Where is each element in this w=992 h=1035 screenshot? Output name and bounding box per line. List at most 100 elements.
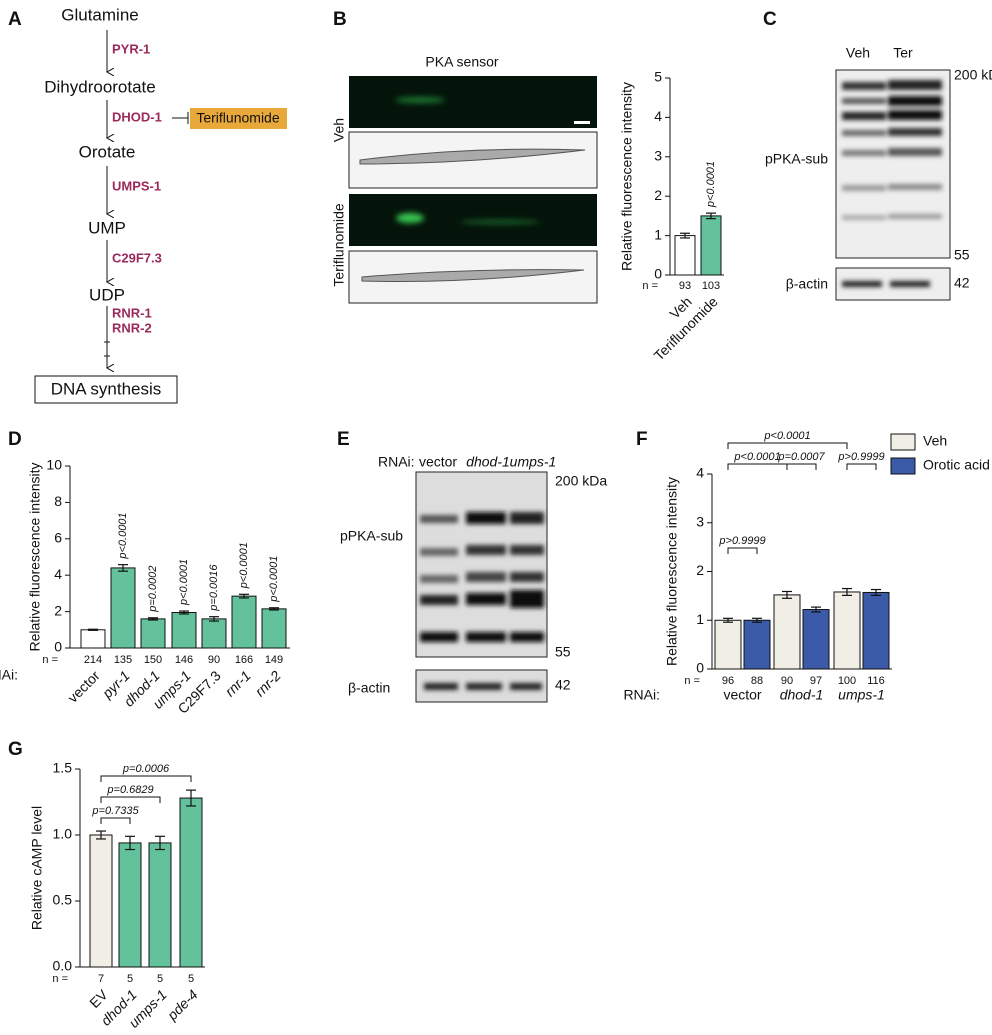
- enzyme: RNR-1: [112, 305, 152, 320]
- bar: [773, 594, 801, 670]
- fluorescence-image: [349, 194, 597, 246]
- y-tick-label: 2: [654, 187, 662, 203]
- n-value: 88: [751, 675, 763, 687]
- worm-images: PKA sensor Veh Teriflunomide: [331, 54, 598, 304]
- y-tick-label: 1: [696, 611, 704, 627]
- marker: 200 kDa: [954, 67, 992, 83]
- panel-letters: A B C D E F G: [8, 9, 777, 760]
- inhibitor: Teriflunomide: [196, 110, 279, 126]
- comparison-bracket: [786, 463, 817, 470]
- blot-e: RNAi: vector dhod-1 umps-1 pPKA-sub β-ac…: [340, 454, 607, 703]
- comparison-bracket: [727, 547, 758, 554]
- bands: [842, 80, 942, 220]
- row-label: Teriflunomide: [331, 203, 347, 286]
- n-value: 214: [84, 654, 102, 666]
- enzyme: PYR-1: [112, 41, 150, 56]
- bar: [833, 591, 861, 670]
- y-tick-label: 1: [654, 226, 662, 242]
- y-axis-label: Relative cAMP level: [29, 806, 45, 930]
- x-axis-label: RNAi:: [0, 667, 18, 683]
- metabolite: Dihydroorotate: [44, 77, 156, 96]
- bar: [743, 619, 771, 670]
- bar: [118, 842, 142, 968]
- comparison-bracket: [727, 463, 788, 470]
- p-value: p<0.0001: [705, 161, 717, 208]
- n-label: n =: [642, 280, 658, 292]
- y-tick-label: 4: [654, 108, 662, 124]
- n-value: 149: [265, 654, 283, 666]
- comparison-label: p>0.9999: [718, 535, 765, 547]
- lane-label: dhod-1: [466, 454, 510, 470]
- comparison-label: p=0.7335: [91, 805, 139, 817]
- y-tick-label: 0: [696, 660, 704, 676]
- n-value: 96: [722, 675, 734, 687]
- y-axis-label: Relative fluorescence intensity: [27, 462, 43, 651]
- marker: 42: [954, 275, 970, 291]
- inhibitor-box: [190, 108, 287, 129]
- blot-prefix: RNAi:: [378, 454, 415, 470]
- comparison-bracket: [846, 463, 877, 470]
- n-value: 90: [208, 654, 220, 666]
- comparison-bracket: [727, 442, 848, 449]
- marker: 55: [954, 247, 970, 263]
- panel-letter: B: [333, 9, 347, 30]
- band-label: pPKA-sub: [340, 528, 403, 544]
- y-axis-label: Relative fluorescence intensity: [664, 477, 680, 666]
- x-axis-label: RNAi:: [623, 687, 660, 703]
- worm: [361, 269, 585, 283]
- n-value: 146: [175, 654, 193, 666]
- bar: [674, 235, 696, 276]
- x-tick-label: rnr-2: [252, 667, 284, 699]
- lane-label: umps-1: [510, 454, 557, 470]
- band-label: pPKA-sub: [765, 151, 828, 167]
- n-value: 5: [127, 973, 133, 985]
- y-tick-label: 1.0: [53, 826, 73, 842]
- y-tick-label: 0.0: [53, 958, 73, 974]
- y-tick-label: 0.5: [53, 892, 73, 908]
- n-value: 5: [157, 973, 163, 985]
- row-label: Veh: [331, 118, 347, 142]
- n-label: n =: [684, 675, 700, 687]
- blot: [415, 471, 548, 658]
- n-value: 5: [188, 973, 194, 985]
- panel-letter: G: [8, 739, 23, 760]
- y-tick-label: 2: [54, 602, 62, 618]
- enzyme: RNR-2: [112, 320, 152, 335]
- n-value: 90: [781, 675, 793, 687]
- y-tick-label: 4: [54, 566, 62, 582]
- bar: [802, 609, 830, 670]
- bar: [179, 797, 203, 968]
- y-tick-label: 0: [654, 266, 662, 282]
- product: DNA synthesis: [51, 379, 162, 398]
- panel-letter: D: [8, 429, 22, 450]
- signal: [396, 213, 424, 223]
- enzyme: UMPS-1: [112, 178, 161, 193]
- y-tick-label: 3: [696, 513, 704, 529]
- enzyme: DHOD-1: [112, 109, 162, 124]
- bar: [700, 215, 722, 276]
- y-tick-label: 6: [54, 530, 62, 546]
- bar: [171, 612, 197, 649]
- metabolite: Glutamine: [61, 5, 138, 24]
- bar: [261, 608, 287, 649]
- bar: [148, 842, 172, 968]
- y-tick-label: 3: [654, 148, 662, 164]
- x-tick-label: vector: [64, 667, 103, 706]
- n-value: 135: [114, 654, 132, 666]
- fluorescence-image: [349, 76, 597, 128]
- signal: [460, 220, 540, 224]
- legend-label: Veh: [923, 433, 947, 449]
- n-value: 116: [867, 675, 885, 687]
- panel-letter: E: [337, 429, 350, 450]
- x-tick-label: rnr-1: [222, 667, 254, 699]
- bar: [714, 619, 742, 670]
- n-value: 150: [144, 654, 162, 666]
- marker: 42: [555, 677, 571, 693]
- x-tick-label: umps-1: [838, 687, 885, 703]
- y-tick-label: 8: [54, 493, 62, 509]
- scale-bar: [574, 121, 590, 124]
- signal: [395, 97, 445, 103]
- p-value: p<0.0001: [268, 556, 280, 603]
- n-value: 166: [235, 654, 253, 666]
